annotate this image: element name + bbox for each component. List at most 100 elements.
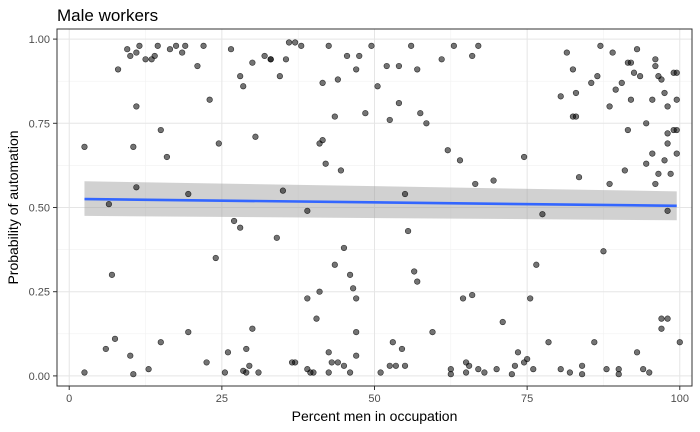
data-point [200,42,207,49]
data-point [600,248,607,255]
data-point [475,366,482,373]
data-point [212,254,219,262]
data-point [383,62,390,70]
x-tick-label: 50 [368,393,380,405]
data-point [142,56,149,63]
data-points [81,39,683,378]
data-point [227,46,235,53]
data-point [618,79,625,86]
data-point [490,177,497,184]
grid-lines [57,29,692,386]
data-point [643,160,650,167]
data-point [615,371,622,378]
y-tick-label: 0.00 [29,371,50,383]
data-point [157,339,164,346]
data-point [469,52,476,60]
axis-ticks [53,38,681,390]
data-point [179,49,186,56]
data-point [450,42,457,49]
data-point [133,103,140,110]
data-point [563,49,570,56]
data-point [664,140,671,147]
data-point [313,315,320,322]
data-point [606,180,613,188]
data-point [557,366,564,373]
data-point [673,126,680,134]
data-point [462,369,470,376]
data-point [255,369,262,376]
data-point [456,157,464,164]
data-point [591,339,598,346]
data-point [133,49,140,56]
data-point [292,39,299,46]
data-point [267,56,274,63]
data-point [157,126,164,134]
data-point [594,73,601,80]
data-point [667,170,674,177]
data-point [664,315,671,322]
data-point [655,170,662,177]
data-point [237,73,244,80]
data-point [166,46,174,53]
data-point [102,345,109,353]
data-point [578,371,586,378]
y-axis-tick-labels: 0.00 0.25 0.50 0.75 1.00 [29,34,50,383]
data-point [292,359,299,366]
data-point [401,190,409,198]
data-point [649,96,656,103]
data-point [404,227,412,235]
data-point [520,153,528,161]
y-tick-label: 0.50 [29,203,50,215]
data-point [310,369,317,376]
data-point [151,52,158,60]
data-point [353,66,360,73]
data-point [673,150,680,157]
data-point [646,369,653,376]
data-point [249,59,256,66]
data-point [182,42,189,49]
confidence-band-layer [84,181,677,221]
data-point [316,288,323,295]
x-axis-title: Percent men in occupation [292,408,458,424]
data-point [246,362,253,369]
data-point [346,369,354,376]
data-point [658,76,665,83]
data-point [261,52,268,60]
data-point [423,120,430,127]
data-point [325,42,332,49]
data-point [203,359,210,366]
data-point [530,366,537,373]
data-point [511,362,519,369]
data-point [499,318,506,326]
data-point [606,103,613,110]
data-point [524,355,531,363]
data-point [569,66,577,73]
data-point [224,349,232,356]
data-point [386,362,393,369]
data-point [621,167,628,174]
data-point [627,59,635,66]
data-point [633,46,641,53]
data-point [438,56,445,63]
data-point [154,42,161,49]
data-point [304,295,311,302]
data-point [429,329,436,336]
data-point [469,291,476,299]
y-tick-label: 1.00 [29,34,50,46]
data-point [163,153,171,161]
data-point [172,42,180,49]
data-point [493,366,500,373]
data-point [414,278,421,285]
data-point [105,201,112,208]
data-point [194,62,201,70]
data-point [127,352,134,359]
data-point [240,83,247,90]
data-point [411,268,418,275]
data-point [353,295,360,302]
data-point [514,349,522,356]
x-tick-label: 75 [521,393,533,405]
data-point [114,66,122,73]
data-point [652,56,659,63]
data-point [447,371,454,378]
